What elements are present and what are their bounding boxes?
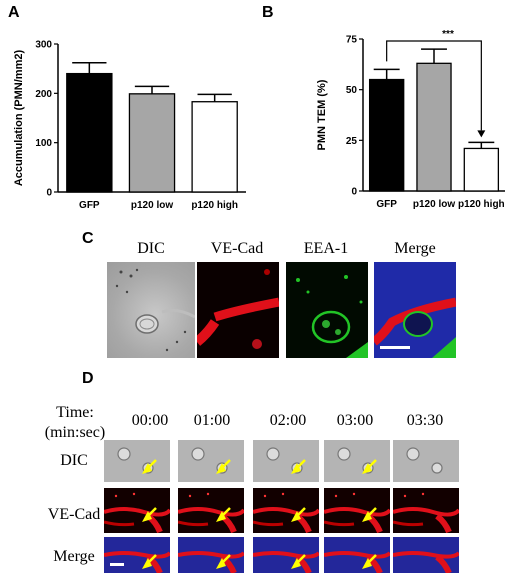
arrow-marker [362, 554, 377, 569]
chart-b: 0 25 50 75 PMN TEM (%) GFP p120 low p120 high **… [316, 29, 505, 210]
arrow-marker [216, 507, 231, 522]
panel-d-dic-image [178, 440, 244, 482]
panel-letter-a: A [8, 4, 20, 21]
bar [416, 62, 452, 192]
bar [368, 78, 405, 192]
x-tick-label: GFP [376, 199, 397, 210]
arrow-marker [291, 459, 306, 474]
significance-arrowhead [477, 130, 486, 138]
panel-c-dic-image [107, 262, 195, 358]
panel-d-merge-image [104, 537, 170, 573]
panel-c-eea1-image [286, 262, 368, 358]
arrow-marker [142, 507, 157, 522]
bar [66, 72, 113, 193]
significance-label: *** [442, 29, 454, 40]
x-tick-label: p120 high [458, 199, 505, 210]
significance-bracket [386, 40, 482, 131]
panel-c-label-merge: Merge [394, 240, 436, 257]
time-3: 03:00 [336, 412, 374, 429]
panel-d-vecad-image [178, 488, 244, 533]
arrow-marker [291, 554, 306, 569]
y-tick-label: 300 [35, 40, 52, 51]
bar [463, 147, 500, 192]
chart-a: 0 100 200 300 Accumulation (PMN/mm2) GFP p120 … [13, 40, 246, 211]
time-2: 02:00 [269, 412, 307, 429]
y-tick-label: 50 [346, 85, 358, 96]
time-4: 03:30 [406, 412, 444, 429]
panel-c-label-eea1: EEA-1 [303, 240, 349, 257]
y-tick-label: 25 [346, 136, 358, 147]
x-tick-label: p120 low [413, 199, 455, 210]
panel-d-vecad-image [393, 488, 459, 533]
arrow-marker [216, 459, 231, 474]
panel-letter-c: C [82, 230, 94, 247]
panel-c-vecad-image [197, 262, 279, 358]
scale-bar [110, 563, 124, 566]
panel-c-label-dic: DIC [137, 240, 165, 257]
time-label: Time: [56, 404, 94, 421]
time-1: 01:00 [193, 412, 231, 429]
y-axis-label: Accumulation (PMN/mm2) [13, 50, 25, 187]
y-axis-label: PMN TEM (%) [316, 79, 328, 150]
time-unit-label: (min:sec) [44, 424, 106, 441]
panel-d-merge-image [393, 537, 459, 573]
arrow-marker [142, 459, 157, 474]
time-0: 00:00 [131, 412, 169, 429]
x-tick-label: p120 high [191, 200, 238, 211]
panel-c-label-vecad: VE-Cad [210, 240, 264, 257]
panel-letter-d: D [82, 370, 94, 387]
bar [128, 93, 176, 193]
y-tick-label: 100 [35, 138, 52, 149]
arrow-marker [291, 507, 306, 522]
panel-d-dic-image [104, 440, 170, 482]
arrow-marker [142, 554, 157, 569]
y-tick-label: 200 [35, 89, 52, 100]
panel-d-dic-image [253, 440, 319, 482]
arrow-marker [362, 507, 377, 522]
panel-d-merge-image [253, 537, 319, 573]
arrow-marker [362, 459, 377, 474]
y-tick-label: 0 [351, 187, 357, 198]
panel-d-dic-image [393, 440, 459, 482]
y-tick-label: 0 [46, 188, 52, 199]
row-label-dic: DIC [60, 452, 88, 469]
row-label-vecad: VE-Cad [47, 506, 101, 523]
scale-bar [380, 346, 410, 349]
y-tick-label: 75 [346, 35, 358, 46]
panel-c-merge-image [374, 262, 456, 358]
panel-d-vecad-image [104, 488, 170, 533]
row-label-merge: Merge [53, 548, 95, 565]
panel-d-merge-image [178, 537, 244, 573]
arrow-marker [216, 554, 231, 569]
panel-d-merge-image [324, 537, 390, 573]
x-tick-label: GFP [79, 200, 100, 211]
panel-d-vecad-image [324, 488, 390, 533]
x-tick-label: p120 low [131, 200, 173, 211]
panel-d-dic-image [324, 440, 390, 482]
panel-d-vecad-image [253, 488, 319, 533]
bar [191, 101, 238, 193]
panel-letter-b: B [262, 4, 274, 21]
